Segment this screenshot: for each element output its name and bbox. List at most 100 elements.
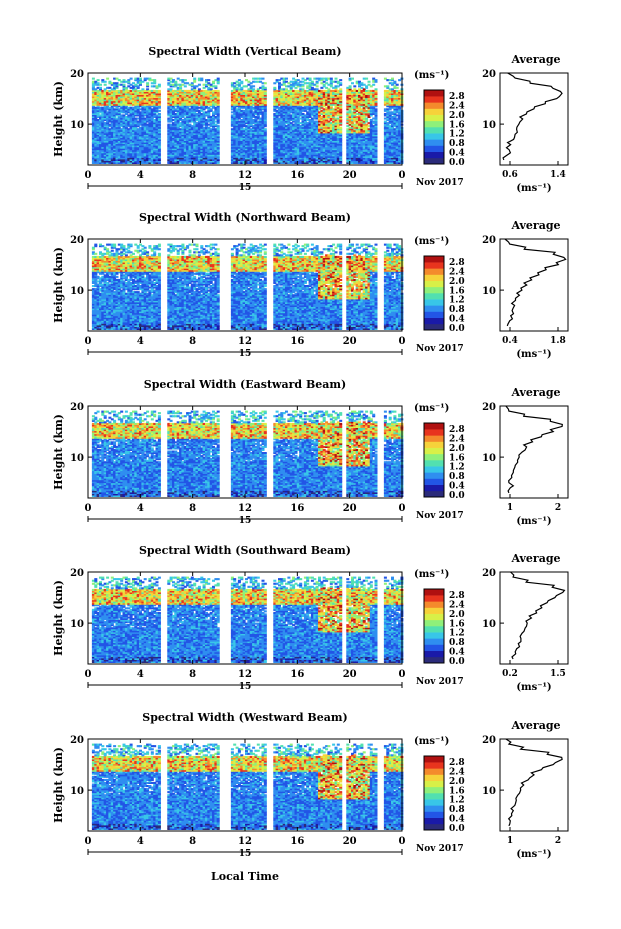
- heatmap-cell: [259, 108, 263, 111]
- heatmap-cell: [186, 160, 190, 163]
- heatmap-cell: [202, 143, 206, 146]
- heatmap-cell: [188, 103, 192, 106]
- heatmap-cell: [247, 154, 251, 157]
- heatmap-cell: [94, 112, 98, 115]
- heatmap-cell: [146, 135, 150, 138]
- heatmap-cell: [134, 137, 138, 140]
- heatmap-cell: [179, 158, 183, 161]
- heatmap-cell: [186, 120, 190, 123]
- heatmap-cell: [141, 88, 145, 91]
- heatmap-cell: [174, 138, 178, 141]
- heatmap-cell: [233, 85, 237, 88]
- heatmap-cell: [242, 96, 246, 99]
- heatmap-cell: [176, 125, 180, 128]
- heatmap-cell: [122, 154, 126, 157]
- local-time-xlabel: Local Time: [211, 870, 279, 883]
- heatmap-cell: [200, 102, 204, 105]
- heatmap-cell: [240, 115, 244, 118]
- heatmap-cell: [169, 126, 173, 129]
- heatmap-cell: [127, 102, 131, 105]
- heatmap-cell: [91, 96, 95, 99]
- heatmap-cell: [174, 99, 178, 102]
- heatmap-cell: [256, 151, 260, 154]
- heatmap-cell: [183, 91, 187, 94]
- heatmap-cell: [237, 125, 241, 128]
- heatmap-cell: [242, 149, 246, 152]
- heatmap-cell: [148, 117, 152, 120]
- heatmap-cell: [91, 119, 95, 122]
- heatmap-cell: [91, 114, 95, 117]
- heatmap-cell: [141, 160, 145, 163]
- heatmap-cell: [141, 80, 145, 83]
- heatmap-cell: [96, 109, 100, 112]
- heatmap-cell: [183, 114, 187, 117]
- heatmap-cell: [120, 120, 124, 123]
- heatmap-cell: [254, 109, 258, 112]
- heatmap-cell: [254, 80, 258, 83]
- heatmap-cell: [146, 117, 150, 120]
- heatmap-cell: [197, 100, 201, 103]
- heatmap-cell: [207, 148, 211, 151]
- heatmap-cell: [146, 128, 150, 131]
- heatmap-cell: [115, 103, 119, 106]
- heatmap-cell: [148, 126, 152, 129]
- heatmap-cell: [169, 140, 173, 143]
- heatmap-cell: [233, 131, 237, 134]
- heatmap-cell: [190, 106, 194, 109]
- heatmap-cell: [181, 129, 185, 132]
- heatmap-cell: [155, 157, 159, 160]
- heatmap-cell: [167, 109, 171, 112]
- heatmap-cell: [150, 115, 154, 118]
- heatmap-cell: [195, 105, 199, 108]
- heatmap-cell: [129, 138, 133, 141]
- heatmap-cell: [101, 154, 105, 157]
- heatmap-cell: [143, 97, 147, 100]
- heatmap-cell: [190, 138, 194, 141]
- heatmap-cell: [259, 122, 263, 125]
- heatmap-cell: [183, 108, 187, 111]
- heatmap-cell: [96, 151, 100, 154]
- heatmap-cell: [148, 131, 152, 134]
- heatmap-cell: [245, 154, 248, 157]
- heatmap-cell: [245, 89, 248, 92]
- heatmap-cell: [106, 114, 110, 117]
- heatmap-cell: [174, 131, 178, 134]
- heatmap-cell: [230, 106, 234, 109]
- heatmap-cell: [146, 85, 150, 88]
- heatmap-cell: [186, 96, 190, 99]
- heatmap-cell: [249, 151, 253, 154]
- heatmap-cell: [261, 131, 265, 134]
- heatmap-cell: [139, 142, 142, 145]
- heatmap-cell: [101, 161, 105, 164]
- heatmap-cell: [190, 148, 194, 151]
- heatmap-cell: [134, 125, 138, 128]
- heatmap-cell: [190, 128, 194, 131]
- heatmap-cell: [146, 152, 150, 155]
- heatmap-cell: [94, 117, 98, 120]
- heatmap-cell: [129, 119, 133, 122]
- heatmap-cell: [120, 128, 124, 131]
- heatmap-cell: [132, 145, 135, 148]
- heatmap-cell: [174, 80, 178, 83]
- heatmap-cell: [113, 103, 117, 106]
- heatmap-cell: [146, 94, 150, 97]
- heatmap-cell: [310, 80, 314, 83]
- heatmap-cell: [193, 132, 197, 135]
- heatmap-cell: [195, 134, 199, 137]
- heatmap-cell: [129, 135, 133, 138]
- heatmap-cell: [188, 157, 192, 160]
- heatmap-cell: [136, 105, 140, 108]
- heatmap-cell: [233, 91, 237, 94]
- heatmap-cell: [108, 145, 112, 148]
- heatmap-cell: [94, 91, 98, 94]
- heatmap-cell: [122, 160, 126, 163]
- heatmap-cell: [136, 158, 140, 161]
- heatmap-cell: [188, 92, 192, 95]
- heatmap-cell: [181, 92, 185, 95]
- heatmap-cell: [103, 92, 107, 95]
- heatmap-cell: [110, 115, 114, 118]
- heatmap-cell: [174, 157, 178, 160]
- heatmap-cell: [115, 100, 119, 103]
- heatmap-cell: [115, 111, 119, 114]
- heatmap-cell: [139, 155, 142, 158]
